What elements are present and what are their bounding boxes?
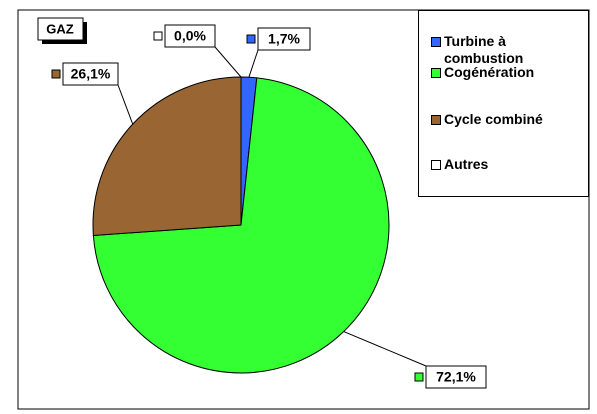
legend-swatch (431, 115, 441, 125)
legend-label: Turbine à combustion (444, 33, 524, 66)
leader-line (343, 331, 427, 367)
legend-item: Autres (431, 156, 574, 173)
data-label: 72,1% (436, 369, 476, 385)
leader-line (117, 84, 134, 125)
legend-label: Autres (444, 156, 489, 172)
label-box (62, 62, 119, 86)
legend-item: Turbine à combustion (431, 33, 574, 67)
chart-title: GAZ (46, 21, 74, 36)
label-box (164, 24, 216, 48)
label-swatch (414, 372, 424, 382)
leader-line (214, 46, 242, 78)
leader-line (248, 49, 259, 78)
label-swatch (153, 31, 163, 41)
label-swatch (51, 69, 61, 79)
title-box (37, 17, 84, 41)
data-label: 26,1% (71, 66, 111, 82)
label-swatch (246, 34, 256, 44)
legend-label: Cycle combiné (444, 111, 543, 127)
legend-swatch (431, 37, 441, 47)
data-label: 0,0% (174, 28, 206, 44)
legend-label: Cogénération (444, 64, 535, 80)
legend: Turbine à combustion Cogénération Cycle co… (418, 10, 589, 197)
legend-swatch (431, 160, 441, 170)
legend-item: Cogénération (431, 64, 574, 81)
data-label: 1,7% (268, 31, 300, 47)
label-box (257, 27, 311, 51)
label-box (425, 365, 487, 389)
legend-item: Cycle combiné (431, 111, 574, 128)
legend-swatch (431, 68, 441, 78)
